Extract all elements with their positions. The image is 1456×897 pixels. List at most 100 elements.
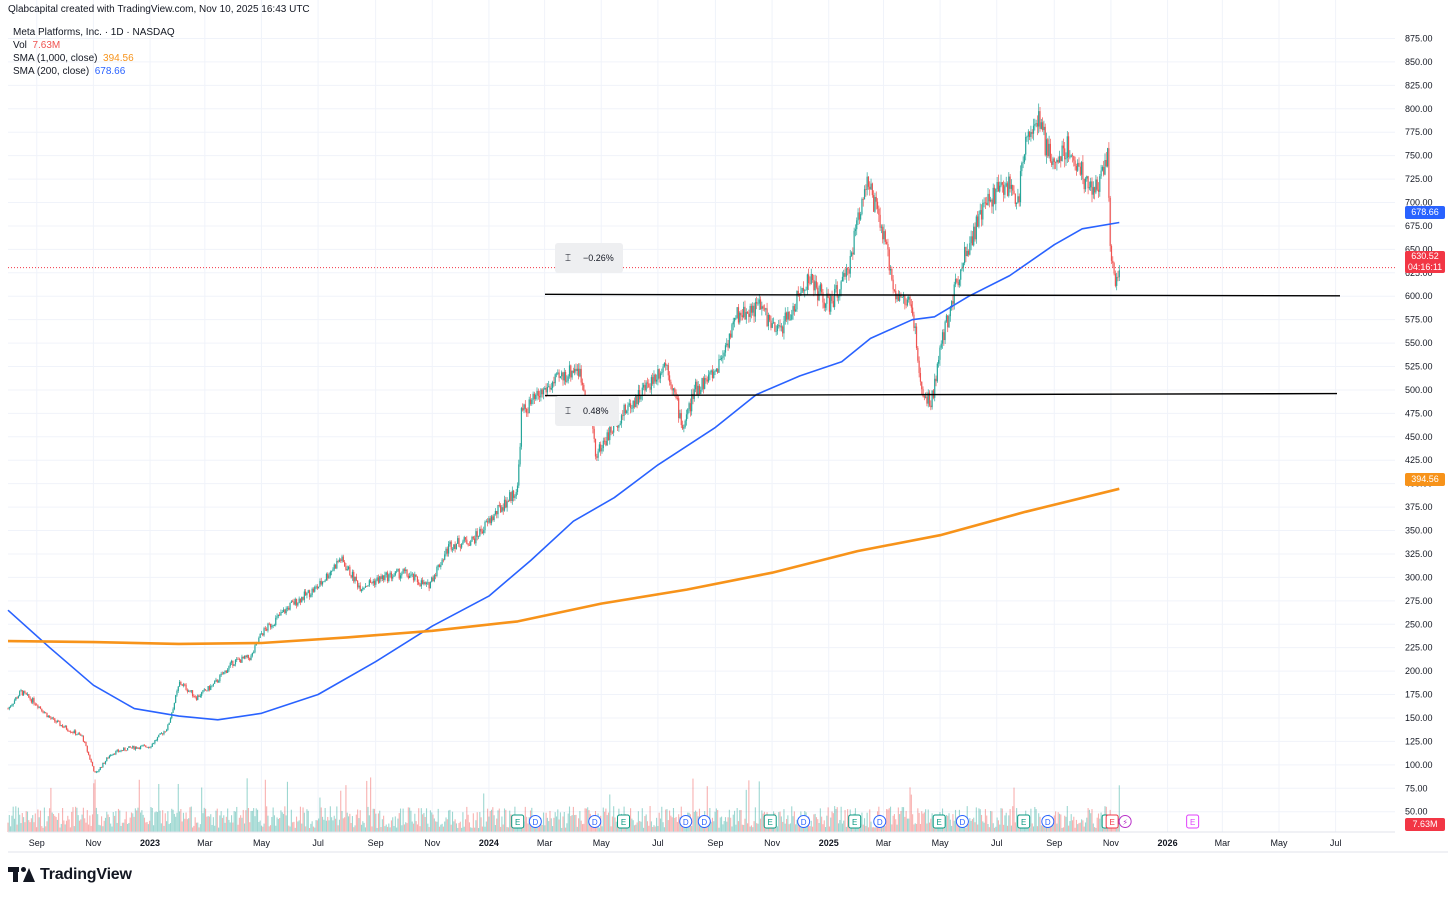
volume-bar bbox=[540, 818, 542, 832]
candle-body bbox=[984, 202, 987, 204]
volume-bar bbox=[566, 823, 568, 832]
candle-body bbox=[233, 664, 235, 666]
candle-body bbox=[637, 389, 639, 404]
candle-body bbox=[1087, 176, 1089, 189]
volume-bar bbox=[631, 818, 633, 832]
volume-bar bbox=[782, 821, 784, 832]
candle-body bbox=[952, 301, 954, 304]
volume-bar bbox=[94, 779, 96, 832]
volume-bar bbox=[536, 824, 538, 832]
tradingview-logo[interactable]: TradingView bbox=[8, 864, 132, 886]
candle-body bbox=[856, 220, 858, 230]
candle-body bbox=[484, 521, 486, 531]
sma200-price-tag: 678.66 bbox=[1405, 206, 1445, 219]
candle-body bbox=[193, 696, 195, 697]
volume-bar bbox=[1042, 825, 1044, 832]
volume-bar bbox=[145, 822, 147, 832]
volume-bar bbox=[427, 823, 429, 832]
volume-bar bbox=[873, 827, 875, 832]
candle-body bbox=[1096, 179, 1098, 190]
candle-body bbox=[294, 598, 296, 605]
candle-body bbox=[243, 655, 246, 659]
candle-body bbox=[733, 317, 736, 322]
y-tick-label: 825.00 bbox=[1405, 80, 1433, 90]
candle-body bbox=[887, 243, 889, 250]
volume-bar bbox=[710, 821, 712, 832]
candle-body bbox=[970, 236, 972, 244]
candle-body bbox=[186, 689, 188, 692]
volume-bar bbox=[568, 806, 571, 832]
volume-bar bbox=[297, 821, 299, 832]
volume-bar bbox=[166, 821, 168, 832]
legend-sma1000[interactable]: SMA (1,000, close) 394.56 bbox=[13, 52, 175, 65]
volume-bar bbox=[325, 820, 327, 832]
volume-bar bbox=[897, 807, 899, 832]
candle-body bbox=[700, 390, 702, 394]
candle-body bbox=[1097, 189, 1100, 192]
candle-body bbox=[126, 747, 129, 751]
dividend-marker bbox=[955, 815, 969, 828]
candle-body bbox=[640, 395, 642, 400]
candle-body bbox=[698, 385, 701, 394]
candle-body bbox=[128, 746, 130, 748]
volume-bar bbox=[275, 825, 277, 832]
candle-body bbox=[519, 446, 521, 465]
volume-bar bbox=[156, 812, 159, 832]
volume-bar bbox=[418, 808, 420, 832]
candle-body bbox=[25, 692, 27, 695]
volume-bar bbox=[880, 826, 882, 832]
candle-body bbox=[55, 721, 57, 723]
legend-sma200[interactable]: SMA (200, close) 678.66 bbox=[13, 65, 175, 78]
candle-body bbox=[315, 586, 317, 588]
candle-body bbox=[1014, 193, 1016, 204]
candle-body bbox=[574, 368, 576, 373]
volume-bar bbox=[493, 815, 495, 832]
candle-body bbox=[103, 762, 105, 764]
measure-label-lower[interactable]: ⌶ 0.48% bbox=[555, 396, 619, 426]
volume-bar bbox=[1075, 819, 1077, 832]
y-tick-label: 200.00 bbox=[1405, 666, 1433, 676]
volume-bar bbox=[1086, 817, 1088, 832]
price-axis[interactable]: 50.0075.00100.00125.00150.00175.00200.00… bbox=[1395, 0, 1456, 852]
candle-body bbox=[149, 746, 151, 748]
measure-label-upper[interactable]: ⌶ −0.26% bbox=[555, 243, 623, 273]
candle-body bbox=[648, 383, 650, 388]
candle-body bbox=[264, 628, 266, 630]
candle-body bbox=[975, 216, 977, 240]
candle-body bbox=[901, 297, 903, 298]
candle-body bbox=[518, 464, 520, 486]
candle-body bbox=[225, 670, 227, 673]
volume-bar bbox=[639, 821, 641, 832]
x-tick-label: Mar bbox=[1215, 838, 1231, 848]
volume-bar bbox=[545, 812, 547, 832]
measure-text-lower: 0.48% bbox=[583, 406, 609, 416]
candle-body bbox=[999, 185, 1001, 192]
candle-body bbox=[195, 697, 198, 700]
candle-body bbox=[1018, 196, 1020, 203]
candle-body bbox=[918, 360, 920, 373]
candle-body bbox=[332, 569, 334, 572]
volume-bar bbox=[587, 807, 589, 832]
candle-body bbox=[935, 378, 937, 382]
volume-bar bbox=[696, 811, 698, 832]
volume-bar bbox=[488, 816, 490, 832]
candle-body bbox=[289, 602, 291, 610]
candle-body bbox=[1070, 155, 1072, 157]
candle-body bbox=[922, 389, 924, 397]
volume-bar bbox=[682, 824, 684, 832]
volume-bar bbox=[1066, 806, 1068, 832]
legend-symbol[interactable]: Meta Platforms, Inc. · 1D · NASDAQ bbox=[13, 26, 175, 39]
candle-body bbox=[1030, 132, 1032, 138]
volume-bar bbox=[1079, 822, 1081, 832]
candle-body bbox=[1081, 162, 1083, 175]
candle-body bbox=[628, 403, 630, 406]
candle-body bbox=[899, 295, 901, 301]
legend-volume[interactable]: Vol 7.63M bbox=[13, 39, 175, 52]
volume-bar bbox=[375, 813, 377, 832]
volume-bar bbox=[49, 808, 51, 832]
x-tick-label: Sep bbox=[1046, 838, 1062, 848]
volume-bar bbox=[775, 824, 777, 832]
time-axis[interactable]: Sep Nov 2023 Mar May Jul Sep Nov 2024 Mar May Jul Se… bbox=[8, 831, 1448, 853]
candle-body bbox=[455, 543, 458, 549]
